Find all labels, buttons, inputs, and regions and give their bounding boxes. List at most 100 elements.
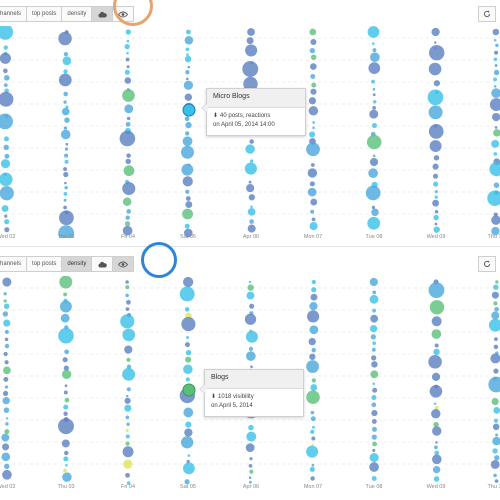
density-dot bbox=[3, 292, 7, 296]
x-axis-label: Thu 03 bbox=[57, 484, 75, 490]
selected-dot bbox=[182, 103, 196, 117]
density-dot bbox=[371, 361, 378, 368]
x-axis-label: Thu 03 bbox=[57, 234, 75, 240]
tooltip-metric: 1018 visibility bbox=[218, 394, 254, 400]
density-dot bbox=[371, 402, 377, 408]
density-dot bbox=[311, 279, 317, 285]
density-dot bbox=[248, 346, 254, 351]
top-posts-button[interactable]: top posts bbox=[26, 6, 63, 22]
density-dot bbox=[61, 439, 70, 448]
x-axis-label: Fri 04 bbox=[120, 484, 136, 490]
density-dot bbox=[311, 217, 316, 222]
density-dot bbox=[185, 77, 189, 81]
density-dot bbox=[428, 105, 443, 120]
tooltip: Micro Blogs ⬇ 40 posts, reactions on Apri… bbox=[201, 88, 306, 136]
density-dot bbox=[125, 280, 129, 284]
x-axis-label: Thu 10 bbox=[487, 234, 500, 240]
density-button[interactable]: density bbox=[61, 6, 93, 22]
density-dot bbox=[124, 397, 131, 404]
density-dot bbox=[126, 357, 131, 362]
density-dot bbox=[63, 292, 68, 297]
density-button[interactable]: density bbox=[61, 256, 93, 272]
density-dot bbox=[249, 457, 253, 461]
density-dot bbox=[248, 180, 252, 184]
density-dot bbox=[58, 31, 72, 46]
density-dot bbox=[185, 189, 190, 194]
density-dot bbox=[312, 121, 316, 124]
density-dot bbox=[493, 57, 498, 62]
density-dot bbox=[494, 337, 498, 342]
density-dot bbox=[491, 398, 499, 406]
x-axis-label: Thu 10 bbox=[487, 484, 500, 490]
channels-button[interactable]: channels bbox=[0, 256, 28, 272]
refresh-button[interactable] bbox=[478, 6, 496, 22]
density-dot bbox=[369, 294, 379, 304]
density-dot bbox=[369, 157, 379, 167]
density-dot bbox=[250, 159, 254, 163]
density-dot bbox=[371, 395, 377, 401]
density-dot bbox=[126, 51, 129, 55]
density-dot bbox=[247, 284, 254, 291]
density-dot bbox=[64, 397, 70, 403]
density-dot bbox=[63, 411, 68, 416]
density-dot bbox=[126, 153, 131, 158]
density-dot bbox=[248, 480, 252, 484]
density-dot bbox=[431, 409, 441, 419]
density-dot bbox=[3, 407, 10, 413]
density-dot bbox=[2, 277, 12, 287]
density-dot bbox=[184, 55, 192, 63]
density-dot bbox=[184, 342, 190, 348]
top-posts-button[interactable]: top posts bbox=[26, 256, 63, 272]
density-dot bbox=[248, 280, 252, 284]
density-dot bbox=[244, 162, 257, 175]
density-dot bbox=[494, 479, 499, 483]
density-dot bbox=[491, 291, 499, 299]
density-dot bbox=[310, 63, 317, 70]
density-dot bbox=[63, 51, 69, 57]
density-dot bbox=[365, 185, 381, 201]
density-dot bbox=[366, 134, 382, 150]
density-dot bbox=[489, 162, 500, 177]
eye-toggle-button[interactable] bbox=[112, 6, 135, 22]
download-icon: ⬇ bbox=[211, 394, 217, 400]
cloud-toggle-button[interactable] bbox=[91, 6, 114, 22]
density-dot bbox=[62, 357, 68, 363]
density-dot bbox=[59, 210, 74, 226]
density-dot bbox=[493, 407, 500, 414]
density-dot bbox=[181, 317, 196, 332]
density-dot bbox=[493, 473, 497, 478]
density-dot bbox=[4, 360, 9, 365]
density-dot bbox=[372, 154, 376, 158]
density-dot bbox=[123, 165, 135, 177]
density-dot bbox=[309, 47, 316, 54]
density-dot bbox=[493, 152, 498, 156]
density-dot bbox=[3, 299, 7, 303]
density-dot bbox=[492, 436, 500, 446]
channels-button[interactable]: channels bbox=[0, 6, 28, 22]
density-dot bbox=[433, 41, 437, 44]
x-axis: Wed 02 Thu 03 Fri 04 Sat 05 Apr 06 Mon 07 Tue … bbox=[0, 234, 500, 246]
density-dot bbox=[306, 360, 319, 373]
eye-icon bbox=[118, 11, 129, 17]
density-dot bbox=[372, 87, 376, 91]
density-dot bbox=[429, 140, 442, 153]
density-dot bbox=[247, 28, 255, 36]
density-dot bbox=[487, 190, 500, 206]
x-axis-label: Apr 06 bbox=[242, 484, 260, 490]
density-dot bbox=[432, 163, 439, 170]
density-dot bbox=[65, 142, 69, 146]
density-dot bbox=[308, 106, 319, 116]
density-dot bbox=[246, 37, 254, 45]
density-dot bbox=[2, 469, 12, 480]
density-dot bbox=[247, 207, 256, 216]
density-dot bbox=[491, 88, 500, 99]
density-dot bbox=[4, 463, 10, 470]
density-dot bbox=[186, 53, 189, 57]
x-axis-label: Fri 04 bbox=[120, 234, 136, 240]
cloud-toggle-button[interactable] bbox=[91, 256, 114, 272]
eye-toggle-button[interactable] bbox=[112, 256, 135, 272]
density-dot bbox=[3, 303, 10, 309]
density-dot bbox=[431, 316, 442, 327]
tooltip-title: Micro Blogs bbox=[207, 89, 305, 108]
refresh-button[interactable] bbox=[478, 256, 496, 272]
